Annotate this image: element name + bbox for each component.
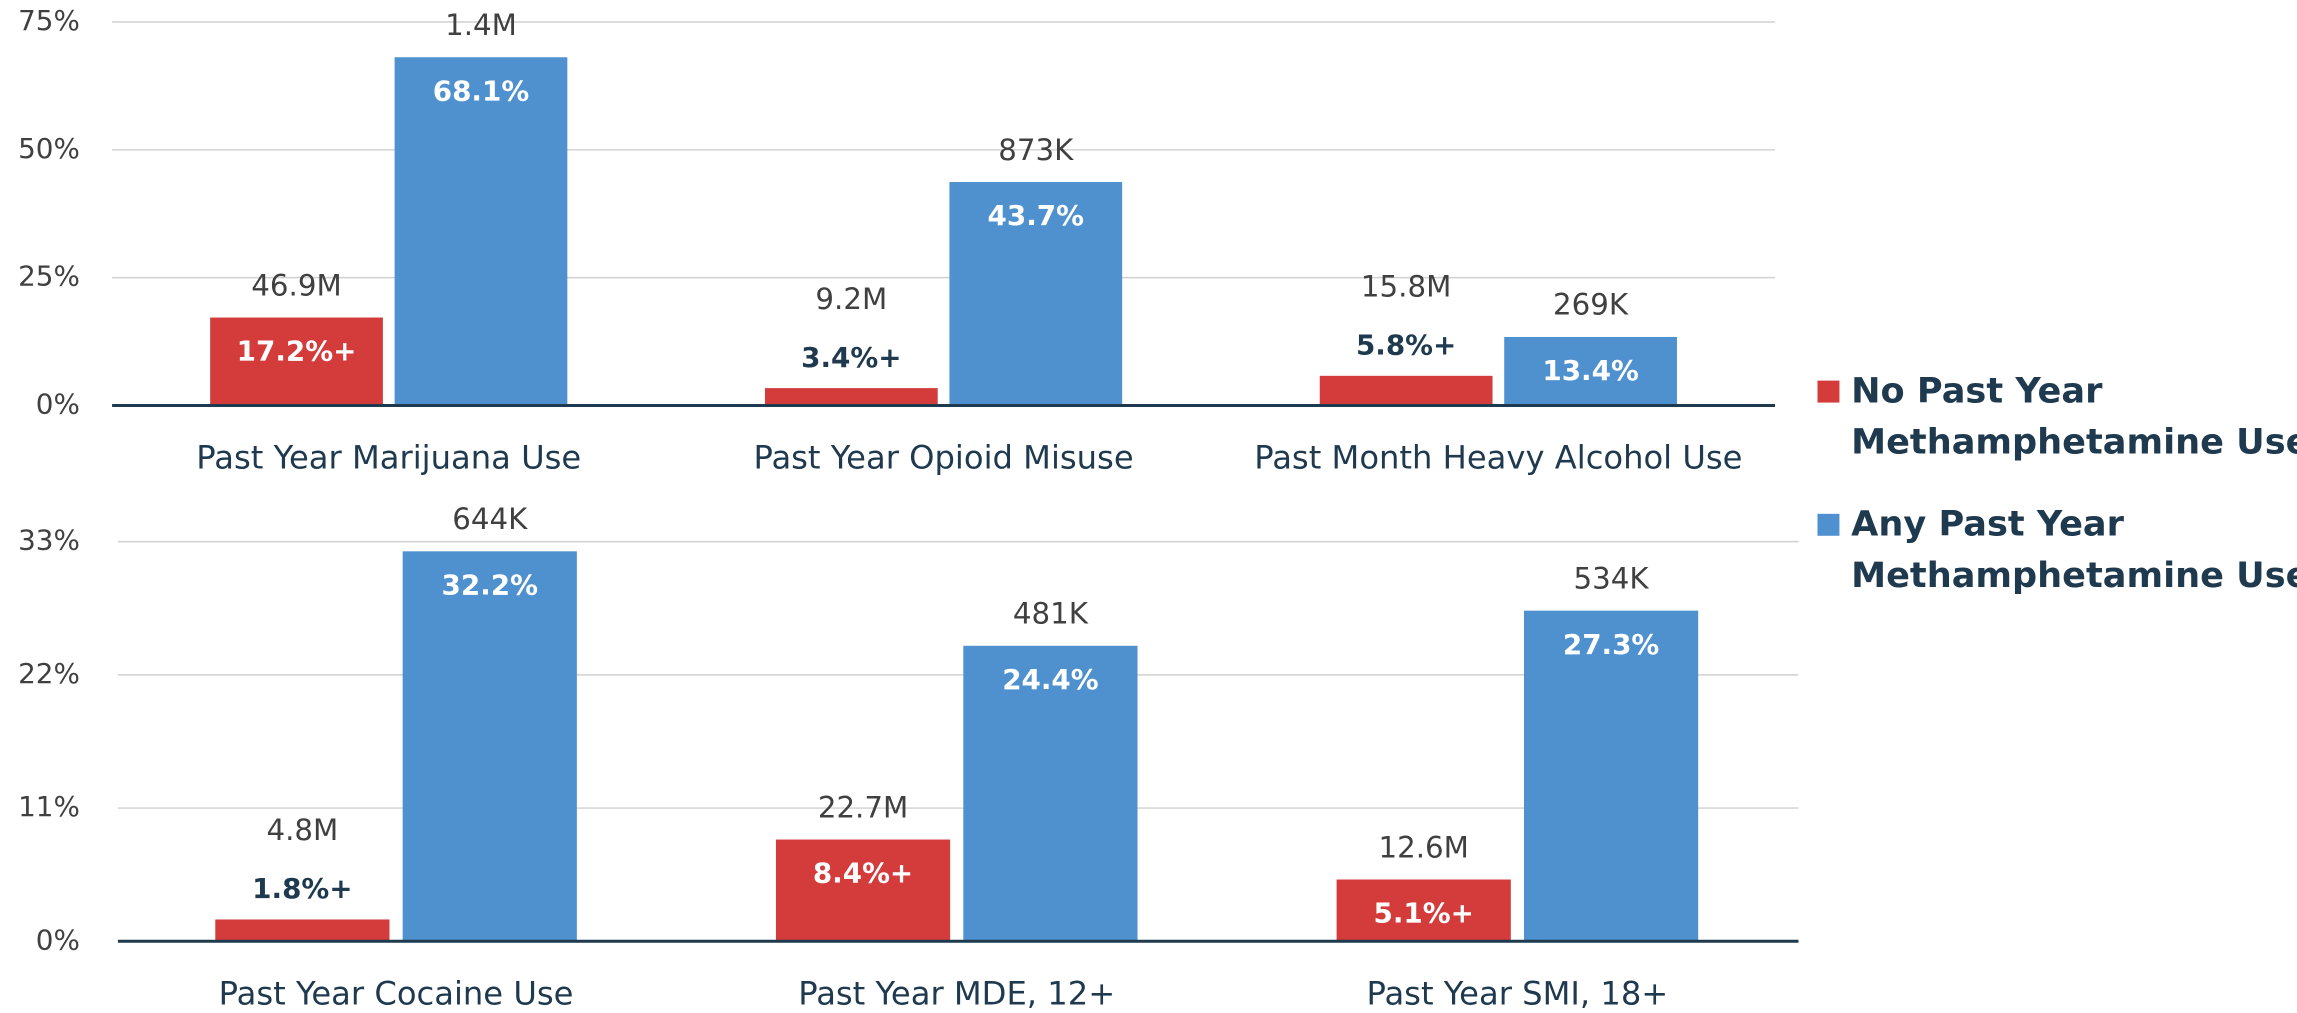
value-label: 3.4%+ bbox=[801, 341, 901, 374]
y-tick-label: 0% bbox=[36, 923, 80, 956]
bar bbox=[1504, 336, 1677, 406]
legend-label: No Past Year Methamphetamine Use bbox=[1851, 370, 2297, 462]
y-tick-label: 0% bbox=[36, 387, 80, 420]
y-tick-label: 33% bbox=[18, 524, 80, 557]
value-label: 5.8%+ bbox=[1356, 329, 1456, 362]
bar bbox=[402, 551, 577, 942]
count-label: 481K bbox=[1013, 597, 1089, 631]
bar bbox=[775, 839, 951, 942]
value-label: 8.4%+ bbox=[813, 857, 913, 890]
x-tick-label: Past Year SMI, 18+ bbox=[1367, 974, 1669, 1012]
y-tick-label: 11% bbox=[18, 790, 80, 823]
count-label: 1.4M bbox=[445, 8, 517, 42]
count-label: 46.9M bbox=[251, 268, 341, 302]
bar bbox=[1523, 610, 1699, 942]
x-tick-label: Past Year MDE, 12+ bbox=[798, 974, 1115, 1012]
y-tick-label: 25% bbox=[18, 260, 80, 293]
count-label: 534K bbox=[1574, 561, 1650, 595]
count-label: 873K bbox=[998, 133, 1074, 167]
y-tick-label: 22% bbox=[18, 657, 80, 690]
count-label: 9.2M bbox=[815, 282, 887, 316]
bar bbox=[210, 317, 383, 406]
value-label: 17.2%+ bbox=[237, 335, 357, 368]
count-label: 4.8M bbox=[266, 813, 338, 847]
legend-line: Methamphetamine Use bbox=[1851, 555, 2297, 596]
count-label: 15.8M bbox=[1361, 270, 1451, 304]
value-label: 24.4% bbox=[1002, 663, 1098, 696]
count-label: 644K bbox=[452, 502, 528, 536]
count-label: 269K bbox=[1553, 288, 1629, 322]
bar bbox=[949, 182, 1123, 406]
x-tick-label: Past Year Marijuana Use bbox=[196, 439, 581, 477]
count-label: 12.6M bbox=[1378, 830, 1468, 864]
bar bbox=[1319, 375, 1493, 406]
value-label: 1.8%+ bbox=[252, 872, 352, 905]
count-label: 22.7M bbox=[818, 790, 908, 824]
legend-line: Any Past Year bbox=[1851, 504, 2136, 545]
x-tick-label: Past Year Cocaine Use bbox=[219, 974, 574, 1012]
value-label: 5.1%+ bbox=[1374, 897, 1474, 930]
bar bbox=[1336, 879, 1511, 942]
value-label: 68.1% bbox=[433, 74, 529, 107]
bar bbox=[764, 388, 938, 406]
bar bbox=[215, 919, 390, 942]
y-tick-label: 75% bbox=[18, 4, 80, 37]
x-tick-label: Past Month Heavy Alcohol Use bbox=[1254, 439, 1742, 477]
value-label: 32.2% bbox=[442, 568, 538, 601]
legend-line: Methamphetamine Use bbox=[1851, 422, 2297, 463]
value-label: 13.4% bbox=[1542, 354, 1638, 387]
legend-swatch bbox=[1817, 380, 1840, 403]
legend-swatch bbox=[1817, 513, 1840, 536]
bar bbox=[394, 57, 568, 406]
x-tick-label: Past Year Opioid Misuse bbox=[753, 439, 1133, 477]
value-label: 43.7% bbox=[988, 199, 1084, 232]
y-tick-label: 50% bbox=[18, 132, 80, 165]
value-label: 27.3% bbox=[1563, 628, 1659, 661]
bar bbox=[963, 645, 1138, 942]
legend-label: Any Past Year Methamphetamine Use bbox=[1851, 504, 2297, 596]
legend-line: No Past Year bbox=[1851, 370, 2114, 411]
